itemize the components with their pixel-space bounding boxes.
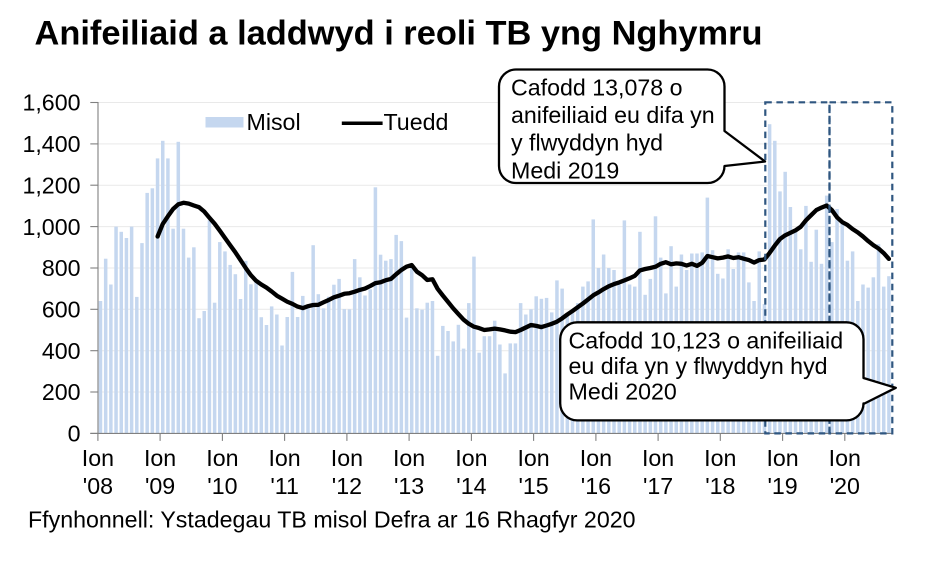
svg-text:0: 0 <box>68 421 81 447</box>
svg-text:'14: '14 <box>456 473 486 499</box>
svg-text:Tuedd: Tuedd <box>384 109 449 135</box>
svg-text:Cafodd 13,078 o: Cafodd 13,078 o <box>511 75 682 101</box>
svg-text:eu difa yn y flwyddyn hyd: eu difa yn y flwyddyn hyd <box>569 353 828 379</box>
svg-text:'17: '17 <box>643 473 673 499</box>
svg-text:Anifeiliaid a laddwyd i reoli: Anifeiliaid a laddwyd i reoli TB yng Ngh… <box>35 14 763 52</box>
svg-text:Medi 2020: Medi 2020 <box>569 379 677 405</box>
svg-text:Ion: Ion <box>206 445 238 471</box>
svg-text:y flwyddyn hyd: y flwyddyn hyd <box>511 130 663 156</box>
svg-text:Ion: Ion <box>766 445 798 471</box>
svg-text:Ion: Ion <box>580 445 612 471</box>
svg-text:Ion: Ion <box>517 445 549 471</box>
svg-text:'10: '10 <box>207 473 237 499</box>
svg-text:Ion: Ion <box>393 445 425 471</box>
svg-text:Ion: Ion <box>331 445 363 471</box>
svg-text:400: 400 <box>42 338 81 364</box>
svg-text:anifeiliaid eu difa yn: anifeiliaid eu difa yn <box>511 102 715 128</box>
svg-text:Ion: Ion <box>642 445 674 471</box>
svg-text:600: 600 <box>42 297 81 323</box>
svg-text:800: 800 <box>42 255 81 281</box>
svg-text:Ion: Ion <box>455 445 487 471</box>
svg-text:Ion: Ion <box>82 445 114 471</box>
svg-text:Ffynhonnell: Ystadegau TB miso: Ffynhonnell: Ystadegau TB misol Defra ar… <box>28 507 636 533</box>
svg-text:'16: '16 <box>581 473 611 499</box>
svg-text:'19: '19 <box>767 473 797 499</box>
svg-text:200: 200 <box>42 379 81 405</box>
svg-text:'12: '12 <box>332 473 362 499</box>
svg-text:'20: '20 <box>830 473 860 499</box>
svg-text:'18: '18 <box>705 473 735 499</box>
svg-text:Ion: Ion <box>268 445 300 471</box>
svg-text:'15: '15 <box>518 473 548 499</box>
svg-text:'11: '11 <box>270 473 299 499</box>
svg-text:'08: '08 <box>83 473 113 499</box>
svg-text:'13: '13 <box>394 473 424 499</box>
svg-text:1,200: 1,200 <box>22 172 80 198</box>
svg-text:Misol: Misol <box>247 109 301 135</box>
svg-text:Ion: Ion <box>144 445 176 471</box>
svg-text:1,400: 1,400 <box>22 131 80 157</box>
svg-text:'09: '09 <box>145 473 175 499</box>
svg-text:Ion: Ion <box>829 445 861 471</box>
svg-text:Cafodd 10,123 o anifeiliaid: Cafodd 10,123 o anifeiliaid <box>569 328 844 354</box>
svg-text:Ion: Ion <box>704 445 736 471</box>
svg-text:1,600: 1,600 <box>22 90 80 116</box>
svg-text:Medi 2019: Medi 2019 <box>511 157 619 183</box>
svg-text:1,000: 1,000 <box>22 214 80 240</box>
